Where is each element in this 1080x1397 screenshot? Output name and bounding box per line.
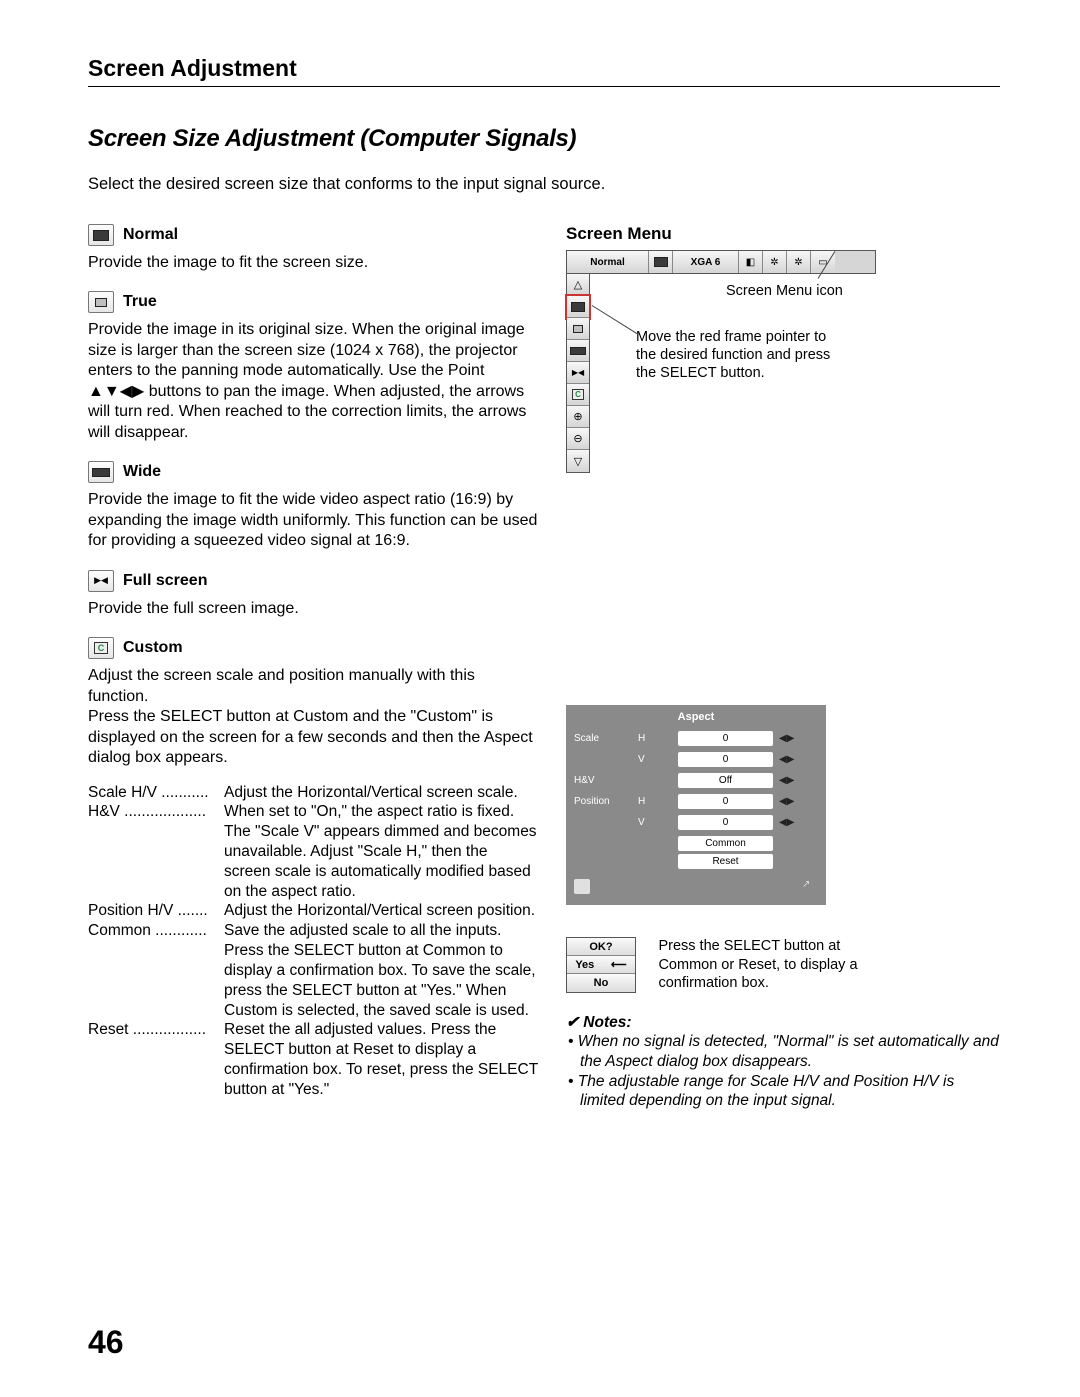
custom-icon: C xyxy=(88,637,114,659)
aspect-arrows: ◀▶ xyxy=(779,817,794,828)
menubar-icon3: ✲ xyxy=(763,251,787,273)
menubar-xga: XGA 6 xyxy=(673,251,739,273)
menubar-icon1 xyxy=(649,251,673,273)
definition-row: Reset .................Reset the all adj… xyxy=(88,1020,538,1099)
intro-text: Select the desired screen size that conf… xyxy=(88,175,1000,194)
note-1: • When no signal is detected, "Normal" i… xyxy=(580,1032,1000,1072)
custom-body2: Press the SELECT button at Custom and th… xyxy=(88,707,538,768)
sidebar-zoom-out: ⊖ xyxy=(567,428,589,450)
fullscreen-label: Full screen xyxy=(123,572,207,590)
aspect-arrows: ◀▶ xyxy=(779,754,794,765)
wide-body: Provide the image to fit the wide video … xyxy=(88,490,538,551)
definition-list: Scale H/V ...........Adjust the Horizont… xyxy=(88,783,538,1100)
aspect-pos-v-val: 0 xyxy=(678,815,773,830)
sidebar-full: ▶◀ xyxy=(567,362,589,384)
screen-menu-icon-note: Screen Menu icon xyxy=(726,282,843,300)
confirm-no: No xyxy=(567,974,635,992)
custom-label: Custom xyxy=(123,639,183,657)
menubar-icon2: ◧ xyxy=(739,251,763,273)
menubar-icon4: ✲ xyxy=(787,251,811,273)
aspect-arrows: ◀▶ xyxy=(779,775,794,786)
aspect-scale-v: V xyxy=(638,754,678,765)
aspect-scale-h-val: 0 xyxy=(678,731,773,746)
aspect-pos-v: V xyxy=(638,817,678,828)
true-label: True xyxy=(123,293,157,311)
normal-body: Provide the image to fit the screen size… xyxy=(88,253,538,273)
aspect-back-icon xyxy=(574,879,590,894)
fullscreen-body: Provide the full screen image. xyxy=(88,599,538,619)
notes-heading: ✔ Notes: xyxy=(566,1013,1000,1032)
note-2: • The adjustable range for Scale H/V and… xyxy=(580,1072,1000,1112)
confirm-yes: Yes ⟵ xyxy=(567,956,635,974)
aspect-scale-label: Scale xyxy=(574,733,638,744)
page-number: 46 xyxy=(88,1324,124,1361)
confirm-yes-text: Yes xyxy=(575,959,594,971)
aspect-position-label: Position xyxy=(574,796,638,807)
definition-row: H&V ...................When set to "On,"… xyxy=(88,802,538,901)
screen-menu-graphic: Normal XGA 6 ◧ ✲ ✲ ▭ △ ▶◀ C ⊕ ⊖ xyxy=(566,250,876,480)
confirm-dialog: OK? Yes ⟵ No xyxy=(566,937,636,993)
definition-row: Common ............Save the adjusted sca… xyxy=(88,921,538,1020)
page-header: Screen Adjustment xyxy=(88,55,1000,87)
aspect-arrows: ◀▶ xyxy=(779,796,794,807)
aspect-dialog: Aspect Scale H 0 ◀▶ V 0 ◀▶ H&V Off xyxy=(566,705,826,905)
sidebar-wide xyxy=(567,340,589,362)
custom-body1: Adjust the screen scale and position man… xyxy=(88,666,538,707)
true-body: Provide the image in its original size. … xyxy=(88,320,538,443)
menubar-normal: Normal xyxy=(567,251,649,273)
fullscreen-icon: ▶◀ xyxy=(88,570,114,592)
aspect-hv-val: Off xyxy=(678,773,773,788)
sidebar-up: △ xyxy=(567,274,589,296)
aspect-reset-button: Reset xyxy=(678,854,773,869)
sidebar-true xyxy=(567,318,589,340)
sidebar-down: ▽ xyxy=(567,450,589,472)
wide-icon xyxy=(88,461,114,483)
confirm-note: Press the SELECT button at Common or Res… xyxy=(658,937,878,993)
aspect-common-button: Common xyxy=(678,836,773,851)
move-note: Move the red frame pointer to the desire… xyxy=(636,328,846,382)
aspect-scale-v-val: 0 xyxy=(678,752,773,767)
aspect-cursor-icon: ↗ xyxy=(802,879,818,894)
definition-row: Scale H/V ...........Adjust the Horizont… xyxy=(88,783,538,803)
definition-row: Position H/V .......Adjust the Horizonta… xyxy=(88,901,538,921)
confirm-ok: OK? xyxy=(567,938,635,956)
normal-label: Normal xyxy=(123,226,178,244)
aspect-title: Aspect xyxy=(574,711,818,728)
aspect-arrows: ◀▶ xyxy=(779,733,794,744)
section-title: Screen Size Adjustment (Computer Signals… xyxy=(88,125,1000,153)
confirm-arrow-icon: ⟵ xyxy=(611,958,627,971)
normal-icon xyxy=(88,224,114,246)
sidebar-normal xyxy=(567,296,589,318)
aspect-pos-h: H xyxy=(638,796,678,807)
true-icon xyxy=(88,291,114,313)
sidebar-custom: C xyxy=(567,384,589,406)
aspect-pos-h-val: 0 xyxy=(678,794,773,809)
aspect-hv-label: H&V xyxy=(574,775,638,786)
sidebar-zoom-in: ⊕ xyxy=(567,406,589,428)
screen-menu-title: Screen Menu xyxy=(566,224,1000,244)
aspect-scale-h: H xyxy=(638,733,678,744)
wide-label: Wide xyxy=(123,463,161,481)
